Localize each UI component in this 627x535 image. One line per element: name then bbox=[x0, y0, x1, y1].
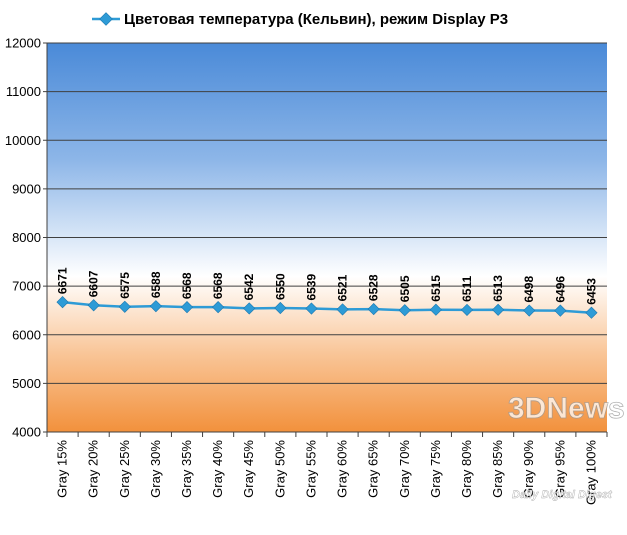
data-label: 6550 bbox=[273, 273, 287, 300]
data-label: 6498 bbox=[522, 276, 536, 303]
data-label: 6588 bbox=[149, 271, 163, 298]
data-point bbox=[305, 302, 318, 315]
data-point bbox=[243, 302, 256, 315]
legend-marker bbox=[99, 12, 113, 26]
y-axis-ticks: 4000 5000 6000 7000 8000 9000 10000 11000 12000 bbox=[5, 36, 47, 440]
data-point bbox=[118, 300, 131, 313]
data-label: 6515 bbox=[429, 275, 443, 302]
x-tick-label: Gray 70% bbox=[397, 440, 412, 498]
data-point bbox=[554, 304, 567, 317]
data-label: 6542 bbox=[242, 273, 256, 300]
legend-label: Цветовая температура (Кельвин), режим Di… bbox=[124, 11, 508, 28]
data-label: 6511 bbox=[460, 276, 474, 302]
x-tick-label: Gray 15% bbox=[55, 440, 70, 498]
data-point bbox=[585, 306, 598, 319]
watermark-logo: 3DNews bbox=[508, 392, 625, 425]
data-label: 6521 bbox=[336, 274, 350, 301]
x-tick-label: Gray 60% bbox=[335, 440, 350, 498]
y-tick-label: 11000 bbox=[6, 84, 41, 99]
data-label: 6568 bbox=[211, 272, 225, 299]
y-tick-label: 9000 bbox=[12, 181, 41, 196]
x-tick-label: Gray 65% bbox=[366, 440, 381, 498]
x-tick-label: Gray 90% bbox=[521, 440, 536, 498]
x-tick-label: Gray 85% bbox=[490, 440, 505, 498]
data-point bbox=[336, 303, 349, 316]
y-tick-label: 5000 bbox=[12, 376, 41, 391]
y-tick-label: 8000 bbox=[12, 230, 41, 245]
series bbox=[56, 296, 598, 319]
x-tick-label: Gray 40% bbox=[210, 440, 225, 498]
watermark-tagline: Daily Digital Digest bbox=[512, 489, 613, 501]
data-point bbox=[56, 296, 69, 309]
data-point bbox=[149, 300, 162, 313]
data-point bbox=[274, 301, 287, 315]
y-tick-label: 12000 bbox=[5, 36, 41, 51]
data-label: 6528 bbox=[367, 274, 381, 301]
x-tick-label: Gray 25% bbox=[117, 440, 132, 498]
data-point bbox=[429, 303, 442, 316]
data-label: 6453 bbox=[584, 278, 598, 305]
x-tick-label: Gray 20% bbox=[86, 440, 101, 498]
watermark: 3DNews Daily Digital Digest bbox=[508, 392, 626, 502]
legend: Цветовая температура (Кельвин), режим Di… bbox=[92, 11, 508, 28]
data-point bbox=[460, 303, 474, 316]
data-label: 6575 bbox=[118, 272, 132, 299]
y-tick-label: 7000 bbox=[12, 279, 41, 294]
y-tick-label: 4000 bbox=[12, 425, 41, 440]
x-tick-label: Gray 50% bbox=[272, 440, 287, 498]
data-label: 6505 bbox=[398, 275, 412, 302]
x-tick-label: Gray 30% bbox=[148, 440, 163, 498]
data-point bbox=[212, 301, 225, 314]
data-point bbox=[180, 301, 194, 314]
data-label: 6671 bbox=[56, 267, 70, 294]
data-point bbox=[523, 304, 536, 317]
data-label: 6568 bbox=[180, 272, 194, 299]
x-tick-label: Gray 75% bbox=[428, 440, 443, 498]
data-point bbox=[367, 302, 380, 316]
x-tick-label: Gray 55% bbox=[303, 440, 318, 498]
data-point bbox=[87, 299, 100, 312]
x-tick-label: Gray 95% bbox=[552, 440, 567, 498]
data-labels: 6671 6607 6575 6588 6568 6568 6542 6550 6539 6521… bbox=[56, 267, 599, 305]
y-tick-label: 10000 bbox=[5, 133, 41, 148]
x-tick-label: Gray 35% bbox=[179, 440, 194, 498]
x-tick-label: Gray 80% bbox=[459, 440, 474, 498]
gridlines bbox=[47, 42, 607, 384]
x-axis-ticks: Gray 15% Gray 20% Gray 25% Gray 30% Gray 35%… bbox=[46, 432, 608, 505]
data-label: 6607 bbox=[87, 270, 101, 297]
x-tick-label: Gray 100% bbox=[583, 440, 598, 505]
data-label: 6513 bbox=[491, 275, 505, 302]
data-point bbox=[398, 304, 411, 317]
data-label: 6496 bbox=[553, 276, 567, 303]
data-point bbox=[492, 303, 505, 316]
x-tick-label: Gray 45% bbox=[241, 440, 256, 498]
y-tick-label: 6000 bbox=[12, 327, 41, 342]
data-label: 6539 bbox=[304, 274, 318, 301]
